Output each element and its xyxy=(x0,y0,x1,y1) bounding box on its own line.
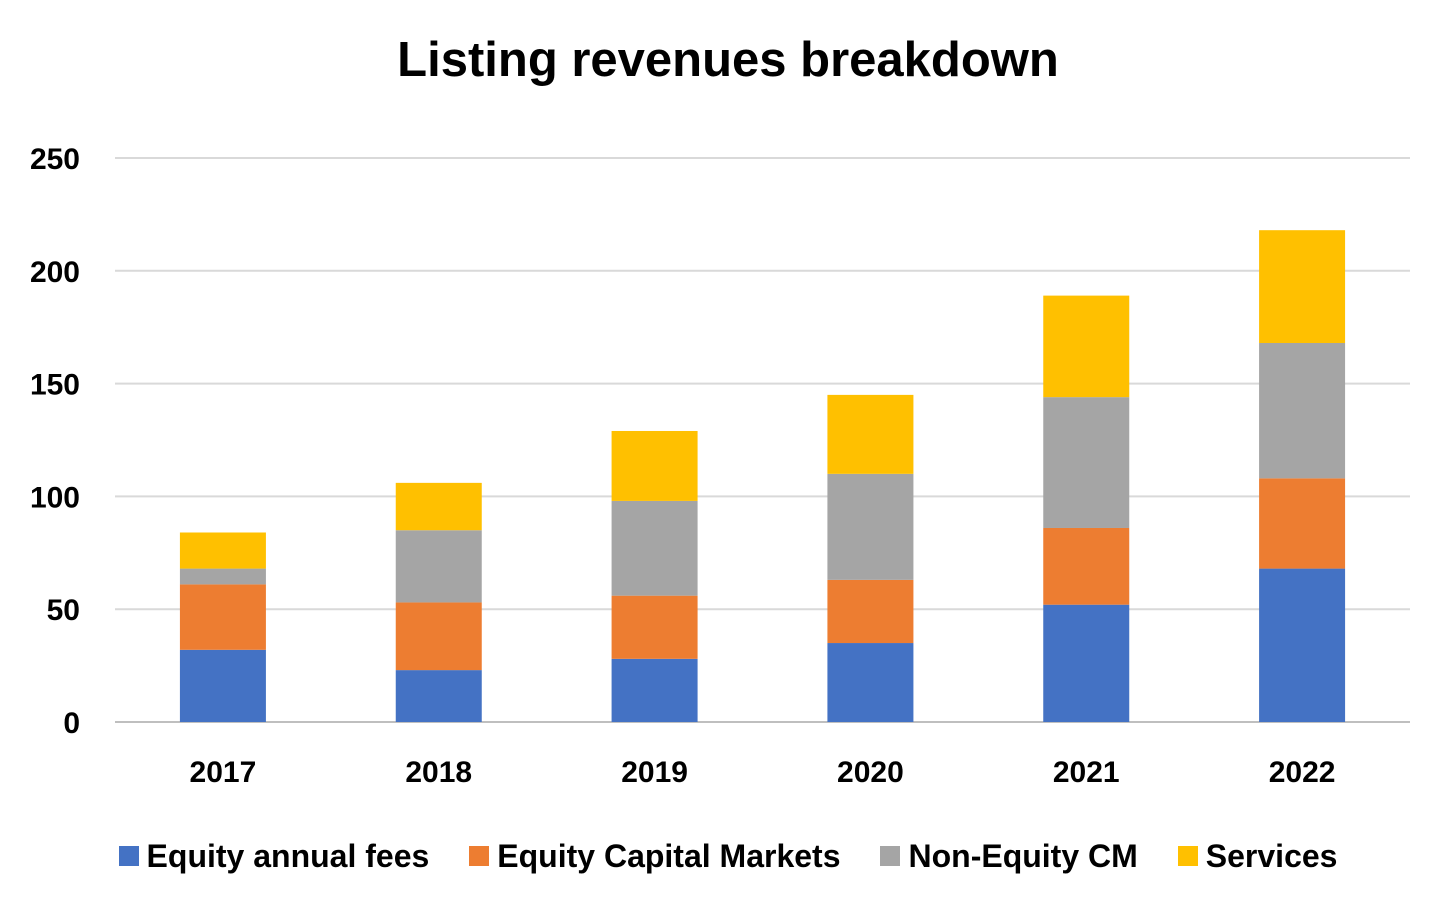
legend-swatch xyxy=(1177,846,1198,866)
bar-2018-series-1 xyxy=(395,602,482,671)
bar-2019-series-3 xyxy=(611,430,698,501)
legend-item: Services xyxy=(1177,837,1338,875)
bar-2022-series-2 xyxy=(1259,342,1346,479)
bar-2017-series-3 xyxy=(179,532,266,569)
bar-2021-series-1 xyxy=(1043,527,1130,605)
bar-2020-series-3 xyxy=(827,394,914,474)
x-tick-label: 2018 xyxy=(405,756,472,789)
legend-label: Services xyxy=(1205,837,1338,874)
bar-2018-series-2 xyxy=(395,530,482,603)
x-tick-label: 2019 xyxy=(621,756,688,789)
y-tick-label: 250 xyxy=(30,143,80,176)
legend-swatch xyxy=(469,846,490,866)
y-tick-label: 100 xyxy=(30,481,80,514)
bar-2021-series-3 xyxy=(1043,295,1130,398)
bar-2020-series-2 xyxy=(827,473,914,580)
legend-item: Equity Capital Markets xyxy=(469,838,840,875)
bar-2017-series-1 xyxy=(179,584,266,650)
chart-title: Listing revenues breakdown xyxy=(397,33,1059,87)
legend-label: Equity Capital Markets xyxy=(497,837,841,874)
bar-2017-series-0 xyxy=(179,649,266,722)
bar-2019-series-2 xyxy=(611,500,698,596)
bar-2019-series-0 xyxy=(611,658,698,722)
legend-label: Equity annual fees xyxy=(146,837,430,874)
gridlines xyxy=(115,157,1410,723)
y-tick-label: 50 xyxy=(47,594,80,627)
x-tick-label: 2017 xyxy=(190,756,257,789)
x-tick-label: 2020 xyxy=(837,756,904,789)
bar-2020-series-0 xyxy=(827,643,914,722)
bar-2022-series-1 xyxy=(1259,478,1346,569)
legend-swatch xyxy=(880,846,901,866)
y-axis: 0 50 100 150 200 250 xyxy=(30,143,80,740)
bar-2019-series-1 xyxy=(611,595,698,659)
legend-item: Non-Equity CM xyxy=(880,837,1138,875)
x-tick-label: 2022 xyxy=(1269,756,1336,789)
bar-2021-series-2 xyxy=(1043,397,1130,528)
legend: Equity annual fees Equity Capital Markets… xyxy=(0,836,1456,876)
x-tick-label: 2021 xyxy=(1053,756,1120,789)
bar-2021-series-0 xyxy=(1043,604,1130,722)
bar-2018-series-0 xyxy=(395,670,482,722)
y-tick-label: 150 xyxy=(30,369,80,402)
legend-label: Non-Equity CM xyxy=(908,837,1138,874)
y-tick-label: 200 xyxy=(30,256,80,289)
bar-2018-series-3 xyxy=(395,482,482,531)
bar-2017-series-2 xyxy=(179,568,266,585)
bar-2020-series-1 xyxy=(827,579,914,644)
bar-2022-series-3 xyxy=(1259,230,1346,343)
bar-2022-series-0 xyxy=(1259,568,1346,722)
legend-item: Equity annual fees xyxy=(118,837,430,875)
legend-swatch xyxy=(118,846,139,866)
x-axis: 2017 2018 2019 2020 2021 2022 xyxy=(190,756,1336,789)
bars xyxy=(179,230,1346,722)
y-tick-label: 0 xyxy=(63,707,80,740)
